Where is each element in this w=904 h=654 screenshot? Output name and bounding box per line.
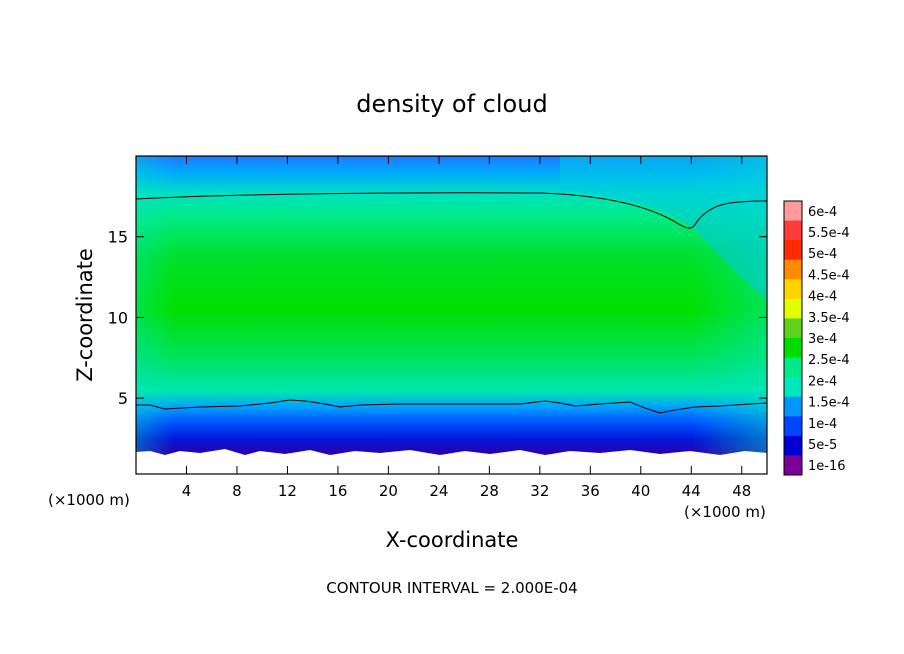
colorbar-swatch <box>784 377 802 398</box>
colorbar: 6e-4 5.5e-4 5e-4 4.5e-4 4e-4 3.5e-4 3e-4 2.5e-4… <box>783 200 850 476</box>
x-tick-label: 24 <box>429 482 448 500</box>
x-tick-label: 4 <box>182 482 192 500</box>
y-tick-label: 15 <box>108 228 128 247</box>
colorbar-label: 3.5e-4 <box>808 311 850 326</box>
x-tick-label: 44 <box>682 482 701 500</box>
colorbar-label: 2e-4 <box>808 374 837 389</box>
x-tick-label: 36 <box>581 482 600 500</box>
colorbar-swatch <box>784 259 802 280</box>
y-axis: 5 10 15 <box>108 228 767 408</box>
colorbar-swatch <box>784 338 802 359</box>
colorbar-label: 5e-4 <box>808 247 837 262</box>
colorbar-frame <box>783 200 803 476</box>
x-unit-left: (×1000 m) <box>48 491 130 509</box>
colorbar-label: 3e-4 <box>808 332 837 347</box>
colorbar-label: 1e-16 <box>808 459 846 474</box>
chart-title: density of cloud <box>356 90 547 118</box>
colorbar-swatch <box>784 435 802 456</box>
y-tick-label: 5 <box>118 389 128 408</box>
y-axis-label: Z-coordinate <box>73 248 97 382</box>
colorbar-label: 2.5e-4 <box>808 353 850 368</box>
colorbar-swatch <box>784 279 802 300</box>
x-tick-label: 12 <box>278 482 297 500</box>
x-tick-label: 16 <box>328 482 347 500</box>
colorbar-swatch <box>784 455 802 476</box>
colorbar-label: 1.5e-4 <box>808 396 850 411</box>
colorbar-label: 6e-4 <box>808 205 837 220</box>
x-tick-label: 32 <box>530 482 549 500</box>
colorbar-label: 4e-4 <box>808 290 837 305</box>
x-unit-right: (×1000 m) <box>684 503 766 521</box>
colorbar-swatch <box>784 396 802 417</box>
y-tick-label: 10 <box>108 308 128 327</box>
colorbar-swatch <box>784 201 802 222</box>
colorbar-label: 5.5e-4 <box>808 226 850 241</box>
colorbar-label: 5e-5 <box>808 438 837 453</box>
colorbar-swatch <box>784 220 802 241</box>
x-axis-label: X-coordinate <box>386 528 519 552</box>
upper-transition-region <box>560 156 767 300</box>
contour-line-upper <box>136 192 767 229</box>
colorbar-swatch <box>784 240 802 261</box>
colorbar-swatch <box>784 298 802 319</box>
colorbar-swatch <box>784 357 802 378</box>
x-tick-label: 48 <box>732 482 751 500</box>
ground-mask <box>136 449 767 474</box>
colorbar-swatch <box>784 416 802 437</box>
plot-area <box>136 156 767 474</box>
x-tick-label: 28 <box>480 482 499 500</box>
plot-frame <box>135 155 768 475</box>
colorbar-swatch <box>784 318 802 339</box>
x-tick-label: 8 <box>232 482 242 500</box>
colorbar-label: 4.5e-4 <box>808 268 850 283</box>
x-axis: 4 8 12 16 20 24 28 32 36 40 44 48 <box>182 156 751 500</box>
x-tick-label: 20 <box>379 482 398 500</box>
colorbar-label: 1e-4 <box>808 417 837 432</box>
contour-line-lower <box>136 399 767 414</box>
x-tick-label: 40 <box>631 482 650 500</box>
contour-interval-note: CONTOUR INTERVAL = 2.000E-04 <box>326 579 577 597</box>
